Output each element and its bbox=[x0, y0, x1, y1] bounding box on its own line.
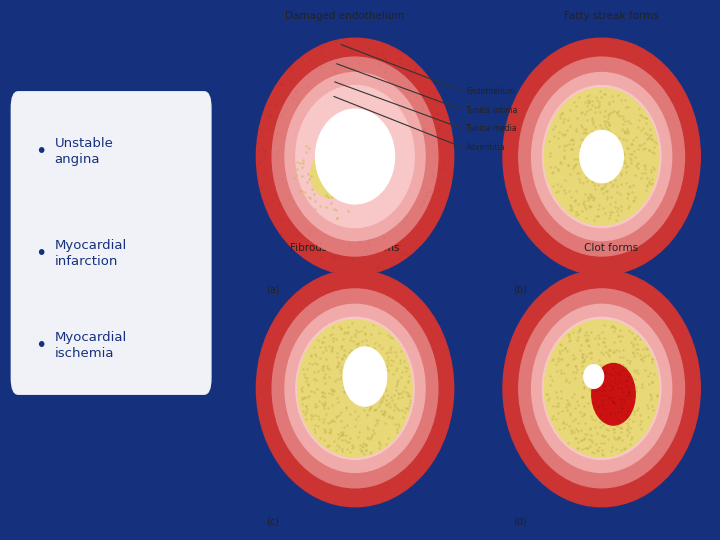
FancyBboxPatch shape bbox=[12, 92, 211, 394]
Text: •: • bbox=[35, 141, 47, 161]
Ellipse shape bbox=[296, 85, 414, 227]
Ellipse shape bbox=[503, 38, 701, 275]
Text: •: • bbox=[35, 336, 47, 355]
Text: Endothelium: Endothelium bbox=[466, 87, 515, 96]
Ellipse shape bbox=[544, 320, 659, 457]
Text: Damaged endothelium: Damaged endothelium bbox=[285, 11, 405, 21]
Text: Tunica media: Tunica media bbox=[466, 124, 517, 133]
Ellipse shape bbox=[285, 305, 425, 472]
Ellipse shape bbox=[531, 305, 672, 472]
Ellipse shape bbox=[285, 72, 425, 241]
Ellipse shape bbox=[272, 289, 438, 488]
Ellipse shape bbox=[298, 320, 413, 457]
Text: (c): (c) bbox=[266, 517, 279, 526]
Text: Adventitia: Adventitia bbox=[466, 143, 505, 152]
Ellipse shape bbox=[542, 85, 661, 227]
Ellipse shape bbox=[584, 364, 603, 388]
Ellipse shape bbox=[256, 38, 454, 275]
Ellipse shape bbox=[503, 270, 701, 507]
Ellipse shape bbox=[580, 131, 624, 183]
Text: Tunica intima: Tunica intima bbox=[466, 106, 518, 114]
Text: Fatty streak forms: Fatty streak forms bbox=[564, 11, 659, 21]
Text: Unstable
angina: Unstable angina bbox=[55, 137, 113, 166]
Ellipse shape bbox=[542, 318, 661, 460]
Ellipse shape bbox=[343, 347, 387, 406]
Ellipse shape bbox=[519, 289, 685, 488]
Text: Myocardial
ischemia: Myocardial ischemia bbox=[55, 331, 127, 360]
Ellipse shape bbox=[592, 363, 635, 425]
Ellipse shape bbox=[256, 270, 454, 507]
Text: (b): (b) bbox=[513, 285, 527, 295]
Text: Myocardial
infarction: Myocardial infarction bbox=[55, 239, 127, 268]
Ellipse shape bbox=[315, 109, 395, 204]
Text: (d): (d) bbox=[513, 517, 526, 526]
Ellipse shape bbox=[272, 57, 438, 256]
Ellipse shape bbox=[519, 57, 685, 256]
Ellipse shape bbox=[531, 72, 672, 241]
Text: (a): (a) bbox=[266, 285, 280, 295]
Ellipse shape bbox=[310, 151, 350, 198]
Text: •: • bbox=[35, 244, 47, 264]
Ellipse shape bbox=[544, 88, 659, 225]
Text: Clot forms: Clot forms bbox=[585, 243, 639, 253]
Ellipse shape bbox=[296, 318, 414, 460]
Text: Fibrous plaque forms: Fibrous plaque forms bbox=[290, 243, 400, 253]
